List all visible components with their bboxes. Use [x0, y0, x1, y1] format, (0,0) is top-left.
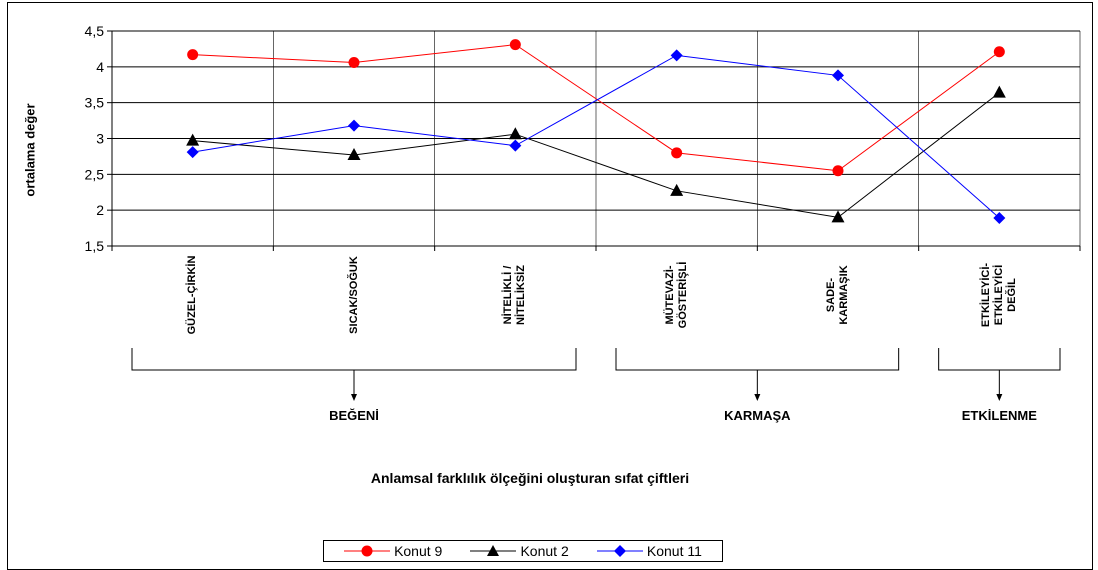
- legend-item-2: Konut 11: [596, 543, 702, 559]
- data-point-diamond: [670, 49, 683, 62]
- y-axis-title: ortalama değer: [22, 103, 38, 197]
- y-tick-label: 2,5: [85, 166, 105, 182]
- legend-swatch-circle: [344, 545, 391, 557]
- data-point-triangle: [831, 210, 845, 223]
- series-line-1: [192, 92, 1000, 218]
- group-arrow-head: [996, 394, 1003, 401]
- legend-item-0: Konut 9: [344, 543, 442, 559]
- group-arrow-head: [351, 394, 357, 401]
- x-tick-label: NİTELİKLİ / NİTELİKSİZ: [502, 265, 528, 325]
- legend-label: Konut 9: [394, 543, 443, 559]
- data-point-triangle: [508, 127, 522, 140]
- legend-label: Konut 2: [520, 543, 569, 559]
- x-tick-label: SADE- KARMAŞIK: [825, 265, 850, 325]
- group-arrow-head: [754, 394, 761, 401]
- x-tick-label: GÜZEL-ÇİRKİN: [186, 255, 199, 335]
- data-point-diamond: [832, 69, 844, 82]
- legend: Konut 9 Konut 2 Konut 11: [323, 540, 723, 562]
- data-point-diamond: [509, 139, 522, 152]
- legend-item-1: Konut 2: [470, 543, 569, 559]
- y-tick-label: 2: [96, 202, 104, 218]
- legend-swatch-diamond: [596, 545, 643, 557]
- data-point-triangle: [670, 183, 684, 196]
- series-line-0: [192, 44, 1000, 172]
- data-point-diamond: [348, 119, 360, 132]
- y-tick-label: 4,5: [85, 23, 105, 39]
- series-line-2: [192, 54, 1000, 219]
- data-point-triangle: [186, 133, 200, 146]
- data-point-circle: [187, 49, 199, 61]
- y-tick-label: 4: [96, 59, 104, 75]
- group-bracket: [938, 348, 1061, 371]
- data-point-diamond: [186, 146, 199, 159]
- data-point-circle: [993, 46, 1005, 58]
- group-label: KARMAŞA: [724, 408, 791, 423]
- group-bracket: [615, 348, 900, 371]
- x-axis-title: Anlamsal farklılık ölçeğini oluşturan sı…: [370, 470, 690, 486]
- legend-swatch-triangle: [470, 545, 517, 556]
- x-tick-label: SICAK/SOĞUK: [347, 256, 360, 334]
- data-point-circle: [509, 39, 521, 51]
- data-point-circle: [348, 57, 360, 69]
- data-point-circle: [832, 165, 844, 177]
- group-label: ETKİLENME: [961, 408, 1037, 423]
- data-point-triangle: [992, 85, 1006, 98]
- y-tick-label: 1,5: [85, 238, 105, 254]
- y-tick-label: 3: [96, 131, 104, 147]
- data-point-diamond: [993, 212, 1006, 225]
- legend-label: Konut 11: [646, 543, 702, 559]
- group-label: BEĞENİ: [329, 408, 379, 423]
- x-tick-label: MÜTEVAZİ- GÖSTERİŞLİ: [663, 261, 689, 329]
- y-tick-label: 3,5: [85, 95, 105, 111]
- data-point-triangle: [347, 147, 361, 160]
- x-tick-label: ETKİLEYİCİ- ETKİLEYİCİ DEĞİL: [979, 262, 1018, 328]
- group-bracket: [131, 348, 577, 371]
- data-point-circle: [671, 147, 683, 159]
